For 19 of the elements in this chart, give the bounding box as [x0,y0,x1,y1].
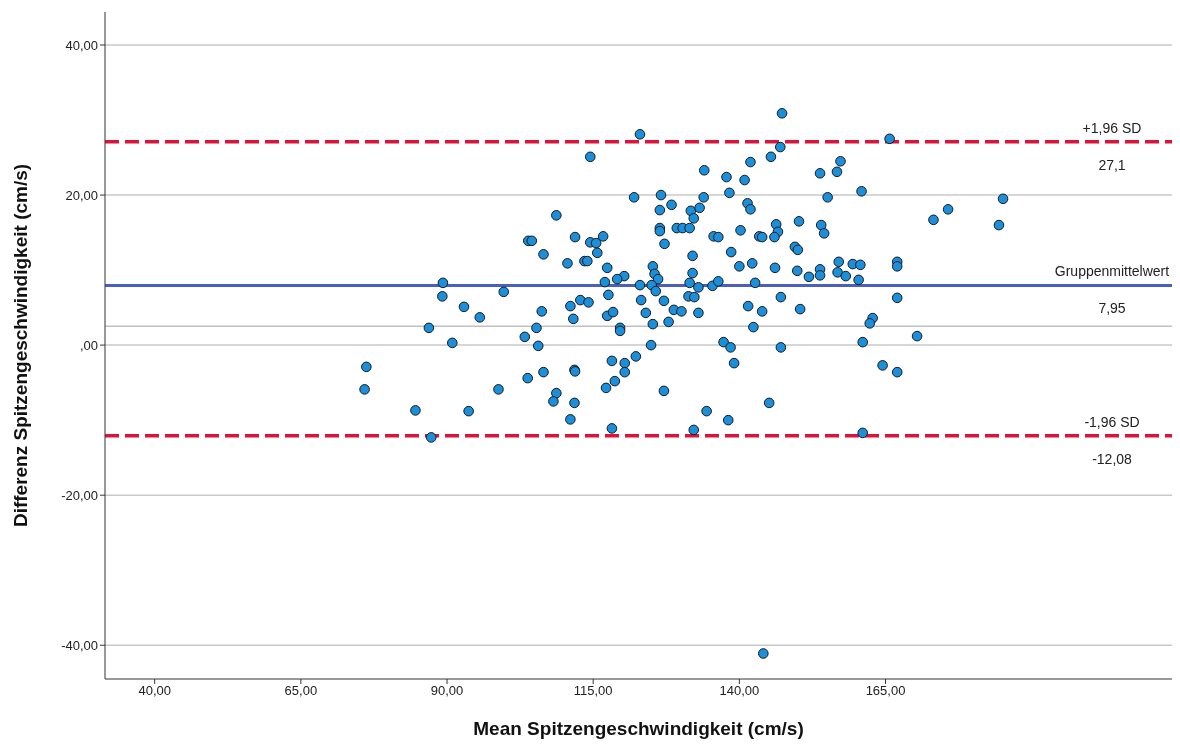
annotation: 7,95 [1098,300,1126,317]
x-tick-label: 90,00 [430,683,464,699]
ref-line-label: -1,96 SD [1084,413,1140,430]
y-tick-label: -40,00 [61,637,98,653]
y-tick-label: 20,00 [65,187,98,203]
annotation: 27,1 [1098,156,1126,173]
ref-line-label: Gruppenmittelwert [1054,263,1170,280]
x-tick-label: 165,00 [865,683,906,699]
y-tick-label: -20,00 [61,487,98,503]
y-tick-label: ,00 [79,337,98,353]
x-axis-title: Mean Spitzengeschwindigkeit (cm/s) [473,718,804,739]
x-tick-label: 65,00 [284,683,318,699]
y-tick-label: 40,00 [65,37,98,53]
ref-line-label: +1,96 SD [1082,119,1142,136]
annotation: -12,08 [1092,450,1133,467]
x-tick-label: 140,00 [719,683,760,699]
x-tick-label: 115,00 [573,683,613,699]
x-tick-label: 40,00 [138,683,171,699]
y-axis-title: Differenz Spitzengeschwindigkeit (cm/s) [9,163,31,528]
